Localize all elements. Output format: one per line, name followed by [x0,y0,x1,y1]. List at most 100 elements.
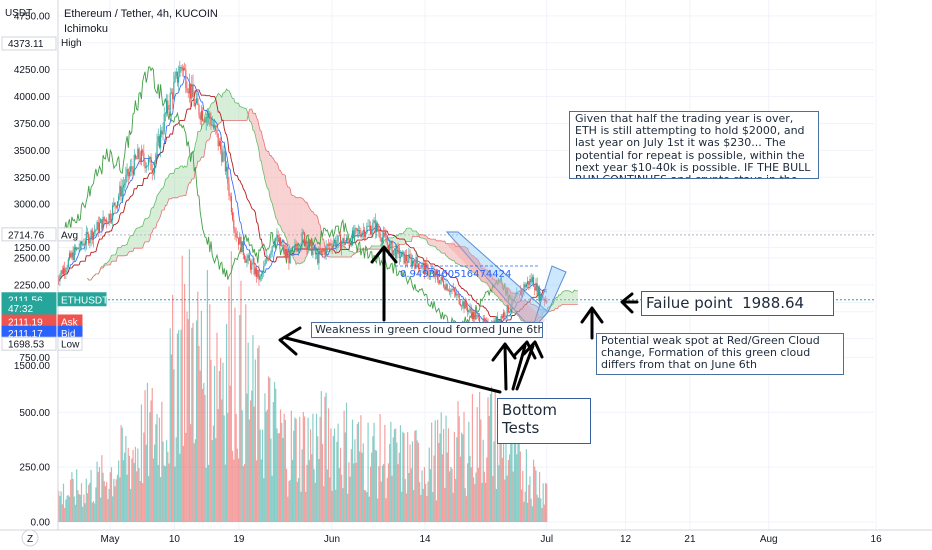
candle-body [325,245,327,255]
indicator-label[interactable]: Ichimoku [64,23,109,35]
candle-body [527,281,529,285]
candle-body [501,315,503,318]
cloud-segment-green [555,297,557,309]
symbol-title[interactable]: Ethereum / Tether, 4h, KUCOIN [64,8,218,20]
volume-bar [446,452,448,522]
volume-bar [372,436,374,522]
cloud-segment-green [160,188,162,216]
annotation-failure-point[interactable]: Failue point 1988.64 [641,291,834,316]
drawn-arrows [278,245,639,394]
volume-bar [211,439,213,522]
cloud-segment-red [265,147,267,185]
candle-body [462,301,464,307]
candle-body [314,246,316,255]
cloud-segment-green [414,231,417,237]
candle-body [473,312,475,320]
cloud-segment-red [278,165,280,226]
volume-bar [520,489,523,522]
time-tick-label: May [101,534,120,545]
candle-body [145,166,147,169]
volume-bar [415,430,417,522]
volume-bar [255,460,258,522]
annotation-weak-spot[interactable]: Potential weak spot at Red/Green Cloud c… [596,333,844,375]
cloud-segment-red [435,239,437,249]
volume-bar [133,462,135,522]
volume-bar [97,471,99,522]
volume-bar [82,506,84,522]
volume-bar [188,249,191,522]
candle-body [148,158,150,166]
candle-body [446,284,448,291]
cloud-segment-green [342,245,345,257]
volume-bar [440,412,442,522]
cloud-segment-green [557,294,559,309]
volume-bar [444,488,446,522]
candle-body [96,221,98,230]
volume-bar [369,466,372,522]
candle-body [301,232,303,246]
volume-bar [343,410,345,522]
candle-body [444,286,446,290]
annotation-weakness[interactable]: Weakness in green cloud formed June 6th [311,322,543,338]
candle-body [288,253,290,264]
candle-body [151,170,153,173]
volume-bar [362,443,364,522]
candle-body [88,234,90,244]
volume-bar [60,491,62,522]
volume-bar [373,422,375,522]
annotation-main-note[interactable]: Given that half the trading year is over… [569,111,819,179]
candle-body [323,250,325,252]
candle-body [393,248,396,251]
candle-body [360,233,362,237]
cloud-segment-green [347,249,349,257]
candle-body [197,98,199,105]
candle-body [348,240,350,244]
volume-bar [239,315,241,522]
zoom-reset-button[interactable] [21,529,39,547]
volume-bar [508,454,511,522]
candle-body [423,263,425,274]
price-axis[interactable]: 0.00250.00500.00750.001000.001250.001500… [0,0,59,550]
cloud-segment-red [304,200,306,262]
candle-body [114,202,116,206]
candle-body [163,114,165,132]
volume-bar [419,482,421,522]
candle-body [168,109,170,111]
candle-body [297,248,300,252]
candle-body [107,222,109,224]
volume-bar [457,401,459,522]
candle-body [266,258,268,260]
volume-bar [434,420,436,522]
candle-body [511,299,513,310]
volume-bar [229,385,231,522]
cloud-segment-red [267,151,269,190]
annotation-bottom-tests[interactable]: Bottom Tests [497,398,591,444]
candle-body [399,256,402,259]
cloud-segment-green [136,227,138,249]
volume-bar [275,388,277,522]
cloud-segment-green [406,228,408,242]
candle-body [253,262,255,275]
volume-bar [490,386,493,522]
volume-bar [391,475,393,522]
time-tick-label: 14 [419,534,431,545]
cloud-segment-green [152,207,154,233]
candle-body [120,185,122,197]
candle-body [365,232,367,237]
price-tick-label: 4250.00 [14,65,51,76]
candle-body [452,288,454,291]
candle-body [545,299,547,301]
cloud-segment-green [226,88,228,121]
candle-body [303,232,306,244]
candle-body [361,232,363,237]
candle-body [64,267,66,273]
candle-body [315,252,318,255]
cloud-segment-red [489,271,491,290]
cloud-segment-green [130,235,132,252]
volume-bar [222,362,224,522]
volume-bar [433,455,435,522]
candle-body [521,289,523,296]
time-axis[interactable]: May 10 19 Jun 14 Jul 12 21 Aug 16 Z [0,529,932,550]
candle-body [252,262,254,264]
